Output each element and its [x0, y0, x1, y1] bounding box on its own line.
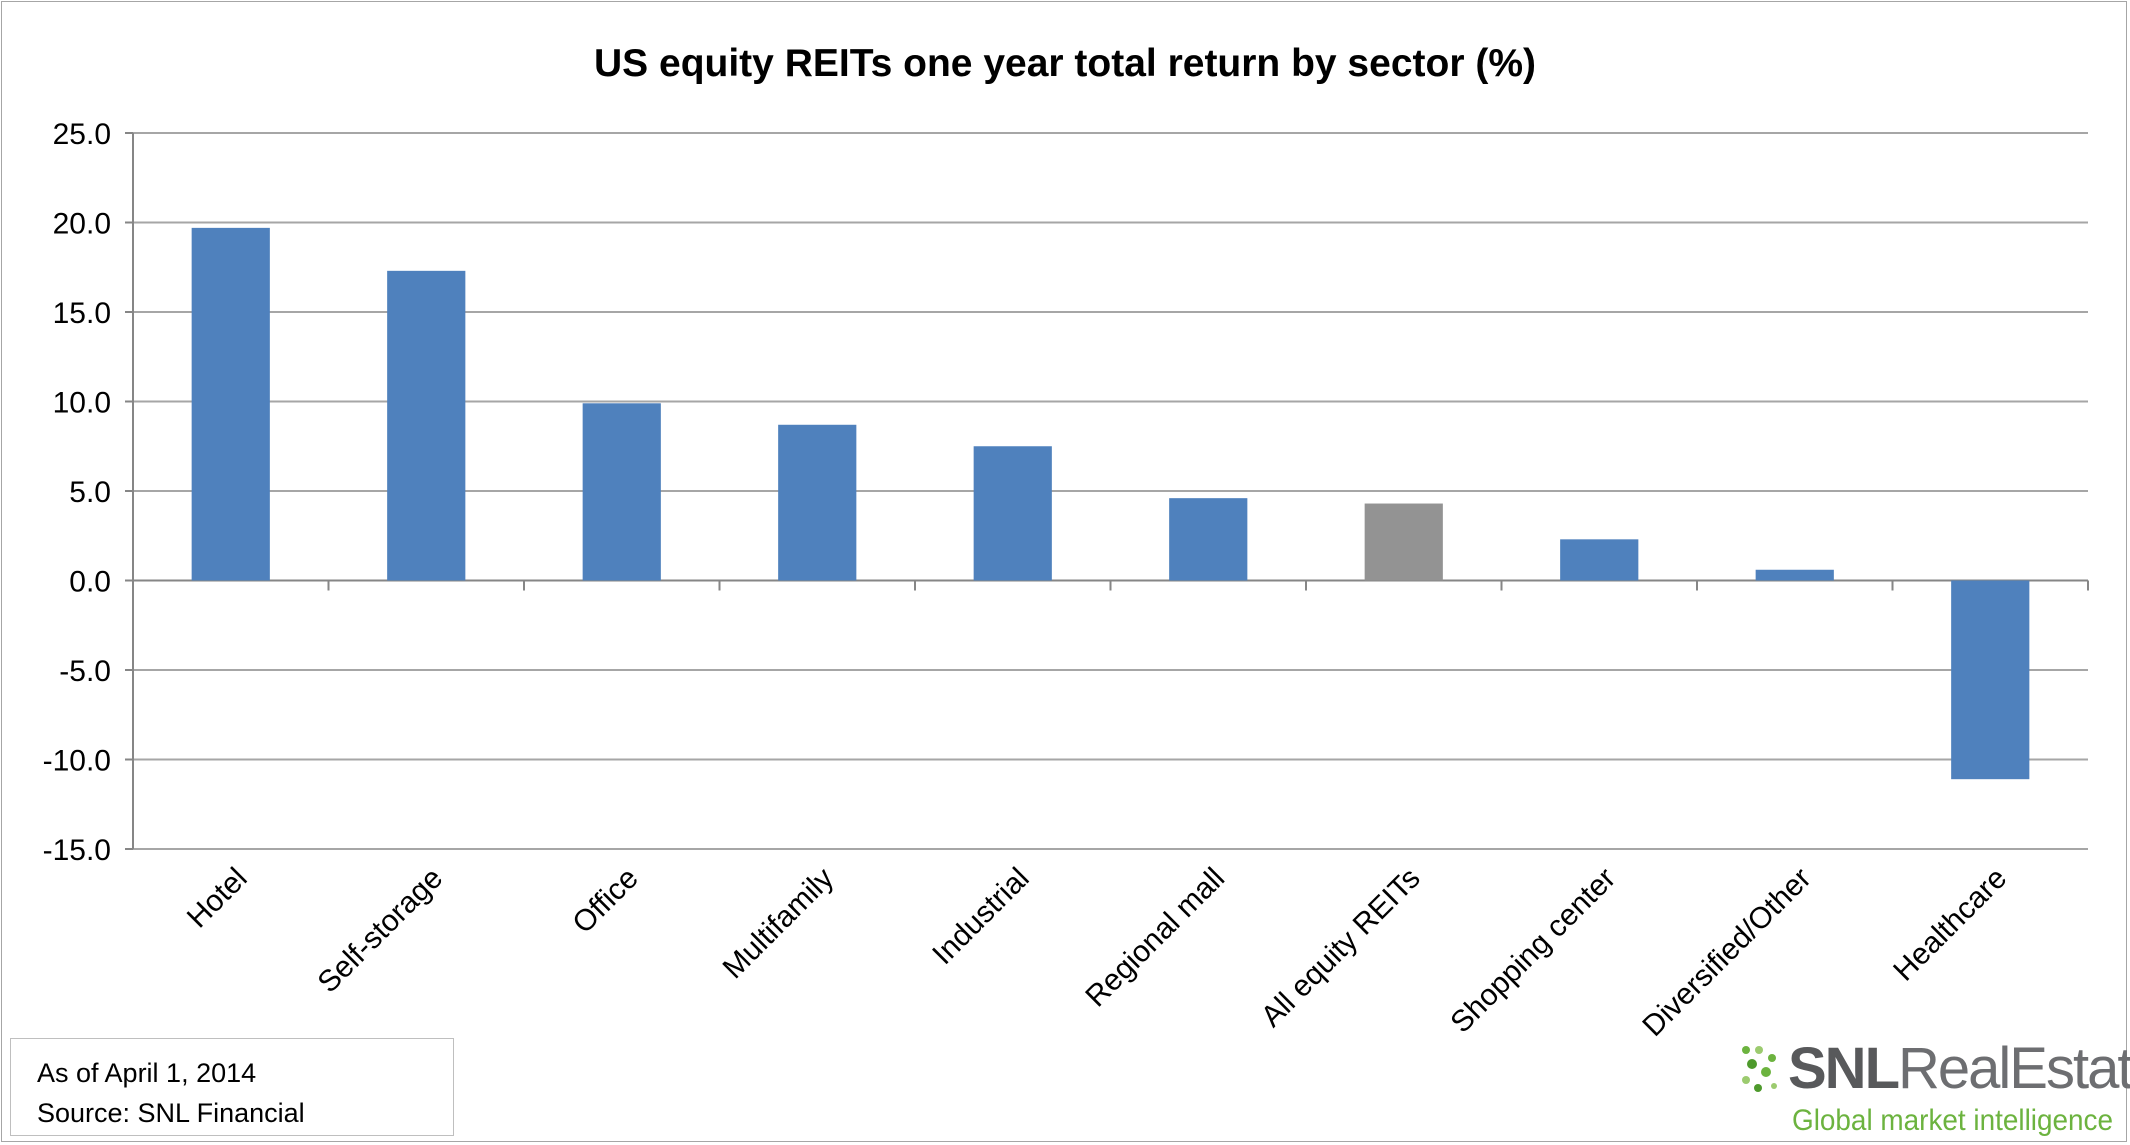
y-tick-label: 15.0	[53, 297, 111, 330]
x-tick-label: Healthcare	[1887, 862, 2013, 988]
bar-diversified-other	[1755, 569, 1834, 581]
x-tick-labels: Hotel Self-storage Office Multifamily Indust…	[181, 862, 2013, 1043]
x-tick-label: Industrial	[926, 862, 1035, 971]
logo-snl: SNL	[1788, 1036, 1900, 1101]
bar-hotel	[191, 227, 270, 581]
y-tick-label: -10.0	[43, 745, 111, 778]
x-tick-label: Office	[566, 862, 644, 940]
bars	[191, 227, 2030, 780]
chart-title: US equity REITs one year total return by…	[594, 42, 1536, 85]
x-tick-label: All equity REITs	[1255, 862, 1427, 1034]
x-tick-label: Multifamily	[717, 862, 841, 986]
bar-self-storage	[387, 270, 466, 581]
y-tick-label: 10.0	[53, 387, 111, 420]
source-note-box: As of April 1, 2014 Source: SNL Financia…	[10, 1038, 454, 1136]
snl-real-estate-logo: SNLRealEstate Global market intelligence	[1740, 1036, 2130, 1140]
y-tick-label: 0.0	[69, 566, 111, 599]
bar-shopping-center	[1560, 539, 1639, 581]
bar-all-equity-reits	[1364, 503, 1443, 581]
logo-tagline: Global market intelligence	[1792, 1104, 2114, 1137]
logo-wordmark: SNLRealEstate	[1788, 1034, 2130, 1104]
y-tick-label: 5.0	[69, 476, 111, 509]
bar-office	[582, 403, 661, 581]
x-tick-label: Regional mall	[1079, 862, 1231, 1014]
y-tick-label: -5.0	[59, 655, 111, 688]
bar-healthcare	[1951, 580, 2030, 780]
bar-multifamily	[778, 424, 857, 581]
y-tick-label: 20.0	[53, 208, 111, 241]
bar-regional-mall	[1169, 498, 1248, 581]
y-tick-labels: 25.0 20.0 15.0 10.0 5.0 0.0 -5.0 -10.0 -15.0	[43, 118, 111, 867]
logo-real-estate: RealEstate	[1898, 1036, 2130, 1101]
x-tick-label: Diversified/Other	[1636, 862, 1817, 1043]
x-tick-label: Hotel	[181, 862, 254, 935]
source-label: Source: SNL Financial	[37, 1098, 305, 1128]
y-tick-label: -15.0	[43, 834, 111, 867]
logo-dots-icon	[1742, 1046, 1777, 1092]
bar-industrial	[973, 446, 1052, 581]
as-of-date: As of April 1, 2014	[37, 1058, 257, 1088]
x-tick-label: Shopping center	[1444, 862, 1622, 1040]
y-tick-label: 25.0	[53, 118, 111, 151]
x-tick-label: Self-storage	[311, 862, 449, 1000]
